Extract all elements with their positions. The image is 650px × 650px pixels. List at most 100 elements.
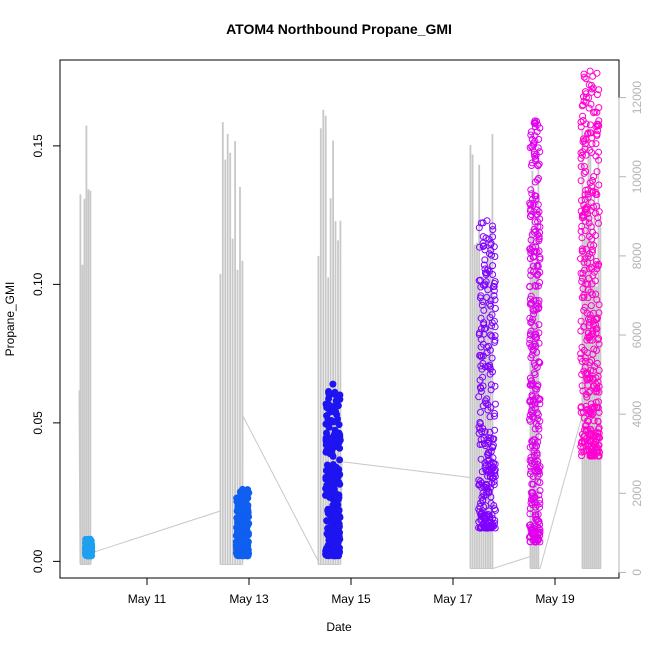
data-point	[334, 519, 342, 527]
data-point	[535, 135, 543, 143]
data-point	[582, 390, 590, 398]
data-point	[529, 342, 537, 350]
data-point	[594, 336, 602, 344]
data-point	[585, 214, 593, 222]
data-point	[592, 257, 600, 265]
data-point	[476, 419, 484, 426]
data-point	[582, 186, 590, 194]
data-point	[595, 408, 603, 416]
data-point	[536, 279, 544, 286]
data-point	[582, 245, 590, 253]
data-point	[478, 353, 485, 361]
data-point	[579, 138, 587, 146]
data-point	[485, 342, 492, 350]
data-point	[586, 375, 594, 383]
data-point	[322, 467, 330, 474]
data-point	[594, 314, 601, 322]
data-point	[322, 448, 330, 456]
data-point	[476, 243, 483, 251]
data-point	[488, 332, 496, 340]
data-point	[529, 436, 537, 444]
data-point	[592, 329, 600, 337]
data-point	[592, 140, 600, 148]
data-point	[233, 498, 241, 506]
data-point	[581, 364, 589, 371]
data-point	[526, 415, 533, 423]
data-point	[239, 501, 247, 509]
data-point	[582, 421, 590, 429]
data-point	[490, 287, 498, 295]
data-point	[593, 168, 601, 176]
data-point	[580, 258, 588, 266]
data-point	[491, 516, 499, 524]
data-point	[586, 358, 594, 366]
data-point	[528, 501, 536, 509]
y-axis-label: Propane_GMI	[3, 282, 17, 357]
data-point	[582, 151, 590, 159]
data-point	[476, 508, 484, 516]
data-point	[491, 410, 498, 417]
data-point	[241, 518, 249, 526]
data-point	[531, 192, 539, 200]
data-point-min	[239, 552, 247, 560]
data-point	[526, 295, 534, 303]
y-axis-right: 0 2000 4000 6000 8000 10000 12000	[618, 81, 644, 576]
data-point	[479, 239, 487, 247]
y-right-tick-label: 10000	[630, 160, 644, 194]
data-point	[585, 219, 593, 227]
data-point	[491, 305, 499, 312]
data-point	[533, 271, 541, 279]
data-point	[485, 507, 493, 515]
data-point	[477, 384, 485, 392]
data-point	[484, 401, 492, 409]
data-point-max	[329, 380, 337, 388]
data-point	[532, 243, 540, 251]
data-point	[479, 425, 487, 432]
data-point	[324, 416, 332, 423]
data-point	[536, 254, 544, 261]
x-tick-label: May 17	[433, 592, 473, 606]
data-point	[536, 487, 544, 495]
data-point	[485, 448, 492, 456]
data-point	[487, 297, 495, 305]
data-point	[527, 128, 535, 136]
y-right-tick-label: 2000	[630, 480, 644, 507]
data-point	[531, 340, 539, 348]
data-points	[81, 67, 604, 560]
data-point	[595, 309, 603, 317]
data-point	[595, 181, 603, 189]
data-point	[587, 302, 595, 310]
data-point-min	[531, 538, 539, 546]
data-point-min	[329, 552, 337, 560]
data-point	[323, 404, 331, 412]
data-point	[579, 285, 587, 293]
data-point	[536, 395, 544, 403]
data-point	[534, 438, 542, 446]
data-point	[491, 426, 499, 434]
data-point	[329, 452, 337, 460]
data-point	[486, 314, 494, 321]
data-point	[334, 415, 341, 423]
data-point	[528, 401, 536, 409]
data-point	[579, 408, 587, 416]
data-point	[526, 521, 534, 529]
y-tick-label: 0.10	[31, 272, 45, 296]
data-point	[532, 306, 540, 314]
x-tick-label: May 15	[331, 592, 371, 606]
data-point	[586, 311, 594, 319]
data-point	[323, 461, 331, 469]
data-point	[596, 434, 604, 442]
data-point	[487, 381, 495, 389]
data-point	[580, 137, 588, 145]
data-point	[533, 348, 541, 356]
data-point	[533, 442, 541, 450]
data-point	[578, 222, 586, 230]
data-point	[480, 503, 488, 511]
data-point	[588, 140, 596, 148]
altitude-trace	[78, 109, 602, 569]
data-point	[584, 190, 592, 198]
data-point	[535, 358, 543, 366]
data-point	[583, 336, 591, 344]
data-point	[588, 85, 596, 93]
data-point	[531, 178, 539, 186]
